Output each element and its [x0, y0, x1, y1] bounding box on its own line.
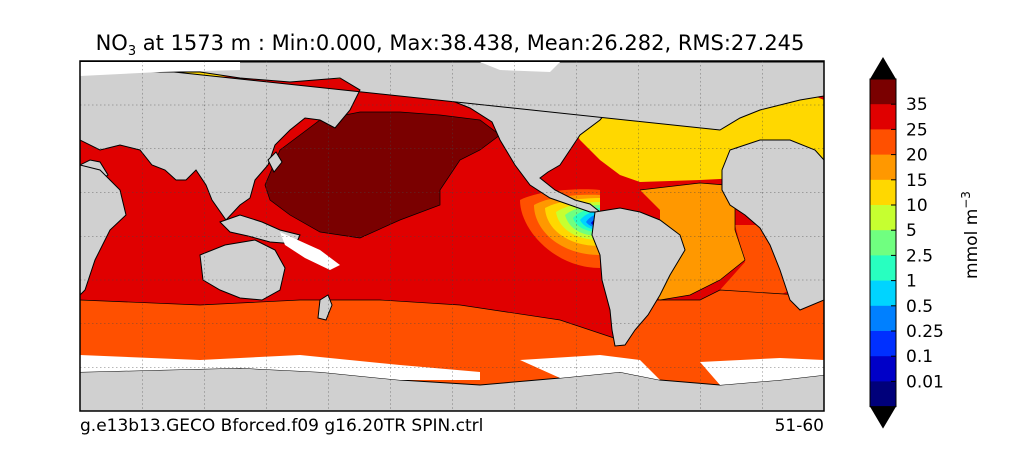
colorbar-tick-label: 25	[906, 120, 928, 140]
colorbar-segment	[870, 79, 896, 105]
colorbar-segment	[870, 255, 896, 282]
map-frame	[79, 60, 825, 412]
colorbar-segment	[870, 280, 896, 307]
colorbar-tick-label: 10	[906, 196, 928, 216]
colorbar-segment	[870, 356, 896, 382]
colorbar-segment	[870, 154, 896, 181]
colorbar-segment	[870, 230, 896, 256]
colorbar-segment	[870, 129, 896, 156]
colorbar-segment	[870, 381, 896, 408]
colorbar-frame	[869, 78, 897, 408]
chart-title: NO3 at 1573 m : Min:0.000, Max:38.438, M…	[96, 31, 805, 59]
years-label: 51-60	[775, 416, 824, 436]
colorbar-tick-label: 0.1	[906, 347, 933, 367]
colorbar-segment	[870, 205, 896, 231]
colorbar-tick-label: 35	[906, 95, 928, 115]
colorbar-segment	[870, 179, 896, 206]
colorbar	[869, 57, 897, 429]
graticule	[80, 61, 824, 411]
colorbar-tick-label: 20	[906, 146, 928, 166]
colorbar-segment	[870, 305, 896, 332]
title-subscript: 3	[128, 44, 136, 59]
colorbar-extend-min	[870, 406, 896, 429]
map-panel	[80, 61, 824, 411]
run-label: g.e13b13.GECO Bforced.f09 g16.20TR SPIN.…	[80, 416, 483, 436]
colorbar-tick-label: 2.5	[906, 246, 933, 266]
colorbar-segment	[870, 331, 896, 357]
colorbar-tick-label: 0.25	[906, 322, 944, 342]
colorbar-unit-label: mmol m−3	[959, 191, 982, 279]
colorbar-tick-label: 15	[906, 171, 928, 191]
colorbar-extend-max	[870, 57, 896, 79]
colorbar-tick-label: 0.5	[906, 297, 933, 317]
colorbar-tick-label: 0.01	[906, 372, 944, 392]
unit-exponent: −3	[959, 191, 973, 209]
colorbar-tick-label: 1	[906, 272, 917, 292]
colorbar-ticks: 35 25 20 15 10 5 2.5 1 0.5 0.25 0.1 0.01	[891, 95, 944, 392]
colorbar-segment	[870, 104, 896, 130]
colorbar-tick-label: 5	[906, 221, 917, 241]
